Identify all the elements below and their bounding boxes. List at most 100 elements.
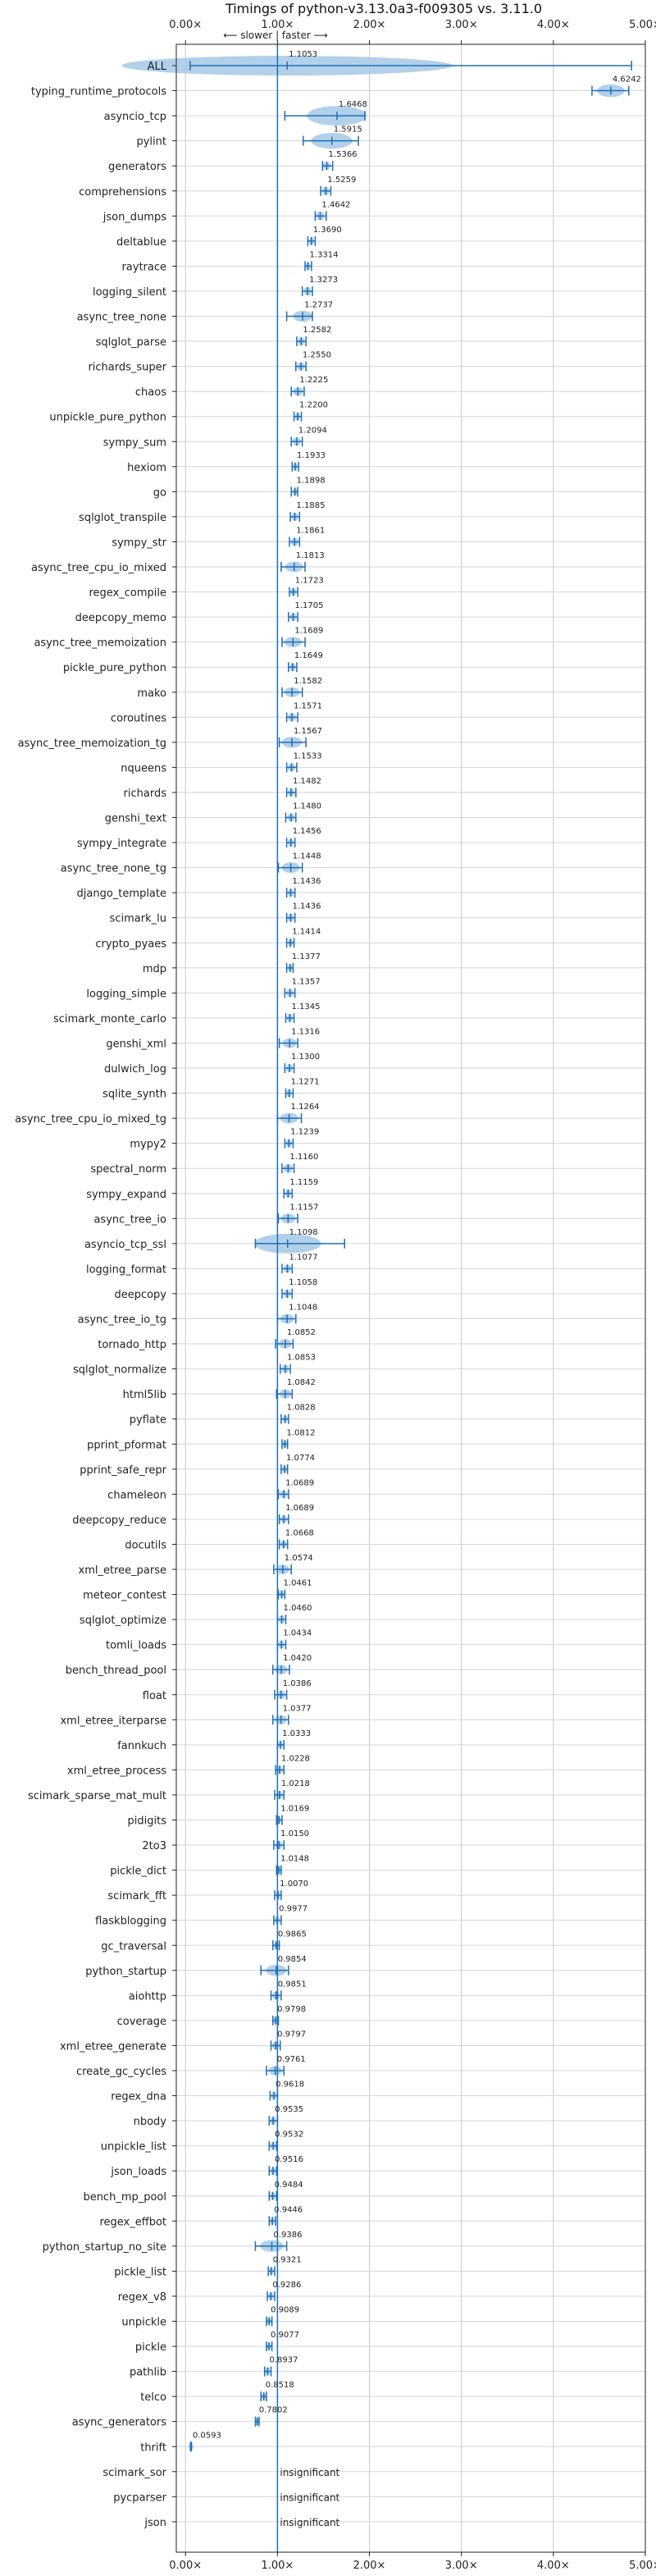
value-label: 1.0377 <box>283 1704 312 1713</box>
value-label: 1.1316 <box>291 1027 320 1036</box>
benchmark-name: regex_effbot <box>99 2216 166 2228</box>
bottom-tick-label: 0.00× <box>169 2560 202 2572</box>
benchmark-name: genshi_xml <box>106 1038 166 1050</box>
benchmark-name: sqlglot_optimize <box>80 1615 166 1627</box>
value-label: 1.1098 <box>289 1228 318 1237</box>
benchmark-marks <box>121 44 632 2552</box>
benchmark-name: deepcopy_reduce <box>72 1514 166 1527</box>
benchmark-name: generators <box>108 161 166 173</box>
value-label: 1.1571 <box>294 701 322 710</box>
benchmark-name: pprint_pformat <box>87 1439 166 1451</box>
benchmark-name: scimark_sor <box>102 2467 166 2479</box>
value-label: 1.1264 <box>291 1103 320 1112</box>
benchmark-name: unpickle <box>121 2317 166 2329</box>
benchmark-name: telco <box>140 2391 166 2404</box>
benchmark-name: go <box>153 486 166 499</box>
top-tick-label: 2.00× <box>353 19 386 31</box>
value-label: 1.1689 <box>294 627 323 636</box>
value-label: 0.8518 <box>266 2381 294 2390</box>
value-label: 1.2737 <box>304 301 333 310</box>
benchmark-name: sympy_integrate <box>77 838 166 850</box>
benchmark-name: sqlite_synth <box>102 1089 166 1101</box>
benchmark-name: aiohttp <box>129 1990 166 2003</box>
value-label: 0.9321 <box>273 2255 302 2264</box>
value-label: 0.9532 <box>275 2131 303 2140</box>
value-label: 1.1567 <box>294 727 322 736</box>
benchmark-name: logging_silent <box>93 286 166 299</box>
value-label: 1.1813 <box>296 551 325 560</box>
benchmark-name: typing_runtime_protocols <box>31 86 166 98</box>
benchmark-name: chameleon <box>107 1489 166 1501</box>
benchmark-name: sympy_str <box>112 537 166 549</box>
benchmark-name: sqlglot_transpile <box>79 512 166 524</box>
value-label: 1.1933 <box>297 451 326 460</box>
benchmark-name: tornado_http <box>98 1339 166 1351</box>
benchmark-name: async_tree_none_tg <box>61 863 166 875</box>
benchmark-name: async_tree_none <box>77 312 166 324</box>
benchmark-name: unpickle_list <box>101 2141 166 2154</box>
benchmark-name: xml_etree_iterparse <box>60 1715 166 1727</box>
benchmark-name: nqueens <box>121 762 166 774</box>
value-label: 1.0070 <box>280 1879 308 1889</box>
value-label: 1.0668 <box>285 1528 314 1537</box>
benchmark-name: comprehensions <box>79 186 166 199</box>
benchmark-name: dulwich_log <box>104 1063 166 1076</box>
value-label: 1.0812 <box>286 1428 315 1437</box>
benchmark-name: regex_compile <box>89 587 166 600</box>
bottom-axis-ticks: 0.00× 1.00× 2.00× 3.00× 4.00× 5.00× <box>169 2552 656 2572</box>
value-label: 1.1705 <box>294 601 323 610</box>
benchmark-name: asyncio_tcp <box>104 111 166 123</box>
value-label: 1.2094 <box>298 426 327 435</box>
bottom-tick-label: 1.00× <box>261 2560 294 2572</box>
benchmark-name: scimark_fft <box>107 1890 166 1902</box>
benchmark-name: genshi_text <box>105 813 166 825</box>
value-label: 0.9854 <box>278 1955 307 1964</box>
benchmark-name: deepcopy <box>114 1289 166 1301</box>
benchmark-name: float <box>143 1690 166 1702</box>
benchmark-name: pickle_pure_python <box>63 662 166 674</box>
benchmark-name: sqlglot_normalize <box>73 1364 166 1377</box>
value-label: 1.0169 <box>280 1805 309 1814</box>
benchmark-name: create_gc_cycles <box>76 2066 166 2078</box>
value-label: 0.9851 <box>278 1980 307 1989</box>
value-label: 1.0853 <box>287 1354 316 1363</box>
value-label: 1.1723 <box>295 577 324 586</box>
value-label: 0.9535 <box>275 2105 303 2114</box>
benchmark-name: crypto_pyaes <box>95 938 166 950</box>
value-label: 1.1271 <box>291 1078 320 1087</box>
value-label: 1.0148 <box>280 1855 309 1864</box>
value-label: 1.1480 <box>293 802 321 811</box>
benchmark-name: mypy2 <box>130 1139 166 1151</box>
plot-frame <box>175 43 646 2553</box>
benchmark-name: async_tree_io <box>93 1213 166 1226</box>
value-label: 1.0228 <box>281 1754 310 1763</box>
value-label: 1.1456 <box>293 827 321 836</box>
value-label: 1.1482 <box>293 777 321 786</box>
value-label: 0.9077 <box>271 2331 299 2340</box>
insignificant-label: insignificant <box>280 2517 339 2528</box>
value-label: 1.1448 <box>293 852 321 861</box>
benchmark-name: pidigits <box>128 1816 167 1828</box>
benchmark-name: regex_v8 <box>118 2291 166 2304</box>
bottom-tick-label: 5.00× <box>629 2560 656 2572</box>
value-label: 1.3314 <box>310 250 339 259</box>
bottom-tick-label: 3.00× <box>445 2560 478 2572</box>
value-label: 1.0461 <box>284 1579 312 1588</box>
value-label: 1.0852 <box>287 1328 316 1337</box>
benchmark-name: html5lib <box>123 1389 166 1401</box>
benchmark-name: xml_etree_parse <box>79 1564 166 1577</box>
value-label: 1.0774 <box>286 1454 315 1463</box>
value-label: 1.5366 <box>329 150 358 159</box>
benchmark-name: scimark_monte_carlo <box>53 1013 166 1025</box>
value-label: 0.0593 <box>193 2431 221 2440</box>
benchmark-name: django_template <box>77 888 166 900</box>
value-label: 1.1239 <box>290 1128 319 1137</box>
value-label: 1.1436 <box>292 902 321 911</box>
insignificant-label: insignificant <box>280 2467 339 2478</box>
chart-title: Timings of python-v3.13.0a3-f009305 vs. … <box>225 1 542 16</box>
value-label: 0.9286 <box>272 2281 301 2290</box>
value-label: 1.4642 <box>321 200 350 209</box>
benchmark-name: pickle_list <box>114 2266 166 2278</box>
value-label: 0.9089 <box>271 2306 299 2315</box>
